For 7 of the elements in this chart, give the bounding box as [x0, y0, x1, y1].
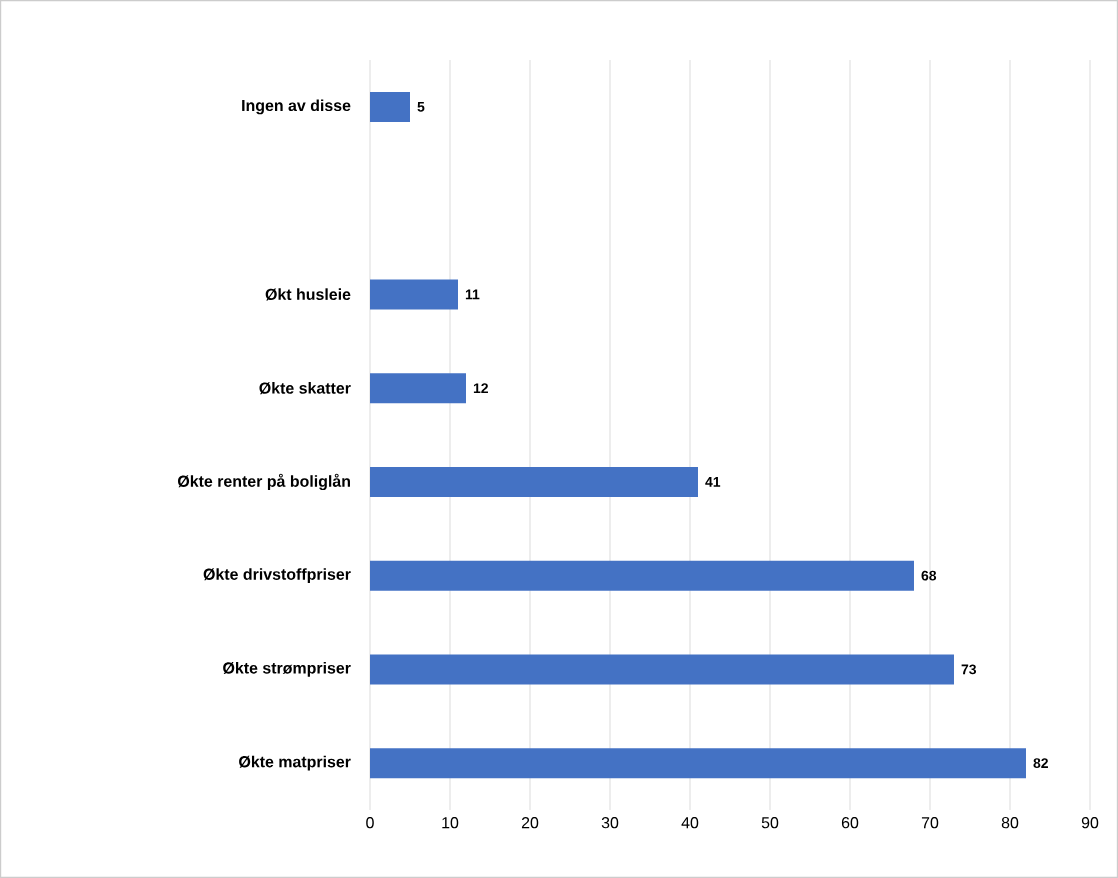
bar — [370, 654, 954, 685]
bar — [370, 373, 466, 404]
bar — [370, 748, 1026, 779]
bar — [370, 91, 410, 122]
bar — [370, 466, 698, 497]
bar — [370, 560, 914, 591]
bar — [370, 279, 458, 310]
